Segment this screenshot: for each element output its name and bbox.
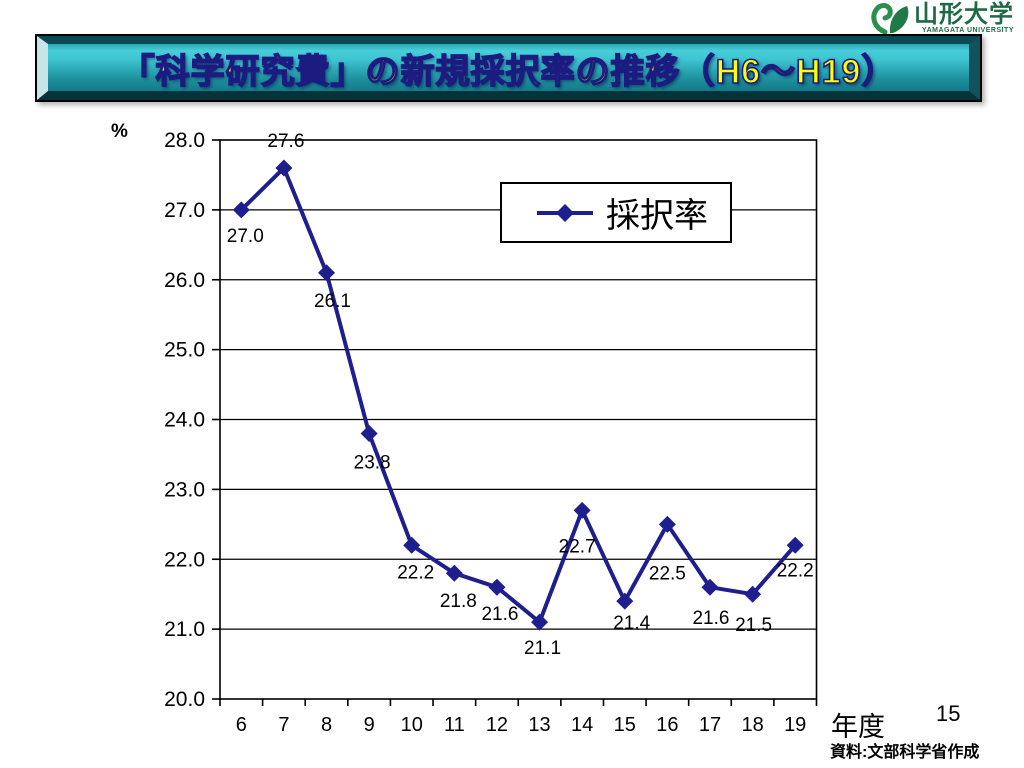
data-point-label: 21.1 xyxy=(524,638,561,659)
data-point-label: 22.5 xyxy=(649,563,686,584)
x-axis-tick-label: 12 xyxy=(486,714,508,736)
x-axis-tick-label: 10 xyxy=(401,714,423,736)
data-point-label: 27.0 xyxy=(227,226,264,247)
y-axis-tick-label: 27.0 xyxy=(164,199,205,222)
x-axis-tick-label: 6 xyxy=(236,714,247,736)
data-point-label: 22.7 xyxy=(559,536,596,557)
source-note: 資料:文部科学省作成 xyxy=(830,744,980,761)
x-axis-tick-label: 9 xyxy=(364,714,375,736)
data-point-label: 26.1 xyxy=(314,291,351,312)
y-axis-tick-label: 24.0 xyxy=(164,409,205,432)
data-point-marker xyxy=(573,501,591,519)
x-axis-tick-label: 19 xyxy=(784,714,806,736)
data-point-label: 21.8 xyxy=(440,591,477,612)
x-axis-tick-label: 13 xyxy=(528,714,550,736)
x-axis-title: 年度 xyxy=(831,712,885,742)
x-axis-tick-label: 8 xyxy=(321,714,332,736)
data-point-label: 27.6 xyxy=(267,131,304,152)
data-point-marker xyxy=(786,536,804,554)
yamagata-leaf-mark-icon xyxy=(871,3,909,35)
title-banner: 「科学研究費」の新規採択率の推移（H6～H19） xyxy=(35,34,982,102)
data-point-marker xyxy=(531,613,549,631)
slide-title: 「科学研究費」の新規採択率の推移（H6～H19） xyxy=(120,52,897,92)
slide-page-number: 15 xyxy=(936,701,961,726)
data-point-marker xyxy=(403,536,421,554)
data-point-marker xyxy=(744,585,762,603)
university-logo-text: 山形大学 YAMAGATA UNIVERSITY xyxy=(914,1,1014,35)
y-axis-tick-label: 28.0 xyxy=(164,129,205,152)
university-logo: 山形大学 YAMAGATA UNIVERSITY xyxy=(868,2,1014,36)
y-axis-tick-label: 25.0 xyxy=(164,339,205,362)
title-banner-bevel xyxy=(37,36,980,100)
y-axis-tick-label: 23.0 xyxy=(164,478,205,501)
series-line xyxy=(239,165,797,625)
y-axis-tick-label: 20.0 xyxy=(164,688,205,711)
legend-line-marker-icon xyxy=(537,203,593,222)
data-point-marker xyxy=(488,578,506,596)
data-point-label: 22.2 xyxy=(777,560,814,581)
x-axis-tick-label: 16 xyxy=(656,714,678,736)
y-axis-unit-label: % xyxy=(111,121,128,142)
data-point-label: 21.6 xyxy=(692,608,729,629)
x-axis-tick-label: 14 xyxy=(571,714,593,736)
y-axis-tick-label: 21.0 xyxy=(164,618,205,641)
data-point-marker xyxy=(275,159,293,177)
data-point-marker xyxy=(445,564,463,582)
data-point-label: 21.6 xyxy=(481,604,518,625)
x-axis-tick-label: 11 xyxy=(444,714,465,736)
x-axis-tick-label: 7 xyxy=(278,714,289,736)
university-name: 山形大学 xyxy=(914,1,1014,28)
data-point-label: 23.8 xyxy=(354,452,391,473)
x-axis-tick-label: 17 xyxy=(699,714,721,736)
data-point-label: 21.4 xyxy=(613,613,650,634)
data-point-marker xyxy=(232,201,250,219)
data-point-marker xyxy=(616,592,634,610)
data-point-label: 22.2 xyxy=(397,562,434,583)
y-axis-tick-label: 26.0 xyxy=(164,269,205,292)
y-axis-tick-label: 22.0 xyxy=(164,548,205,571)
data-point-marker xyxy=(658,515,676,533)
x-axis-tick-label: 18 xyxy=(741,714,763,736)
legend-series-label: 採択率 xyxy=(606,197,708,235)
data-point-marker xyxy=(360,424,378,442)
university-name-en: YAMAGATA UNIVERSITY xyxy=(922,27,1014,34)
data-point-marker xyxy=(701,578,719,596)
x-axis-tick-label: 15 xyxy=(614,714,636,736)
data-point-marker xyxy=(318,264,336,282)
chart-legend: 採択率 xyxy=(500,182,732,243)
data-point-label: 21.5 xyxy=(735,615,772,636)
